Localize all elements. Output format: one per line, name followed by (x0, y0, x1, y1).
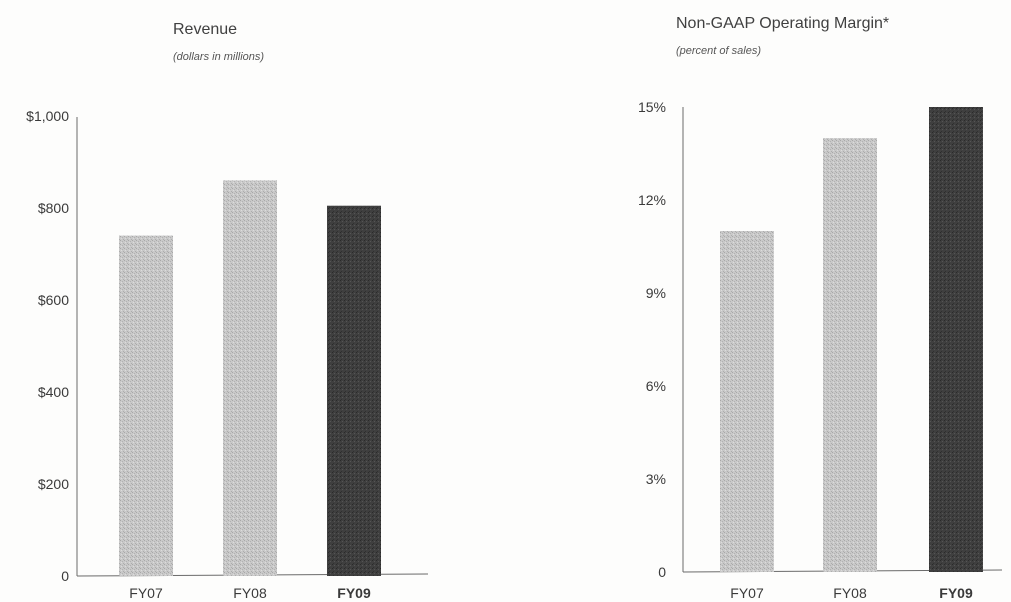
chart-title: Revenue (173, 21, 237, 38)
revenue-chart: Revenue (dollars in millions) 0 $200 $400 $… (26, 21, 429, 601)
y-tick-labels: 0 3% 6% 9% 12% 15% (638, 99, 666, 580)
y-tick-label: 3% (646, 471, 666, 487)
bar-fy07 (720, 231, 774, 572)
category-label: FY08 (833, 585, 867, 601)
category-label: FY09 (337, 585, 371, 601)
y-tick-label: 12% (638, 192, 666, 208)
category-labels: FY07 FY08 FY09 (730, 585, 973, 601)
y-tick-labels: 0 $200 $400 $600 $800 $1,000 (26, 108, 69, 584)
y-tick-label: 0 (61, 568, 69, 584)
y-tick-label: 0 (658, 564, 666, 580)
y-tick-label: 9% (646, 285, 666, 301)
bars (720, 107, 983, 572)
bar-fy07 (119, 235, 173, 576)
y-tick-label: $600 (38, 292, 69, 308)
chart-subtitle: (dollars in millions) (173, 51, 264, 63)
chart-subtitle: (percent of sales) (676, 45, 761, 57)
chart-title: Non-GAAP Operating Margin* (676, 15, 889, 32)
bar-fy08 (823, 138, 877, 572)
bars (119, 180, 381, 576)
operating-margin-chart: Non-GAAP Operating Margin* (percent of s… (638, 15, 1003, 601)
y-tick-label: 6% (646, 378, 666, 394)
category-label: FY07 (129, 585, 163, 601)
bar-fy09 (327, 205, 381, 576)
category-label: FY07 (730, 585, 764, 601)
category-label: FY09 (939, 585, 973, 601)
bar-fy08 (223, 180, 277, 576)
category-label: FY08 (233, 585, 267, 601)
y-tick-label: 15% (638, 99, 666, 115)
y-tick-label: $800 (38, 200, 69, 216)
category-labels: FY07 FY08 FY09 (129, 585, 371, 601)
bar-fy09 (929, 107, 983, 572)
y-tick-label: $400 (38, 384, 69, 400)
y-tick-label: $200 (38, 476, 69, 492)
y-tick-label: $1,000 (26, 108, 69, 124)
